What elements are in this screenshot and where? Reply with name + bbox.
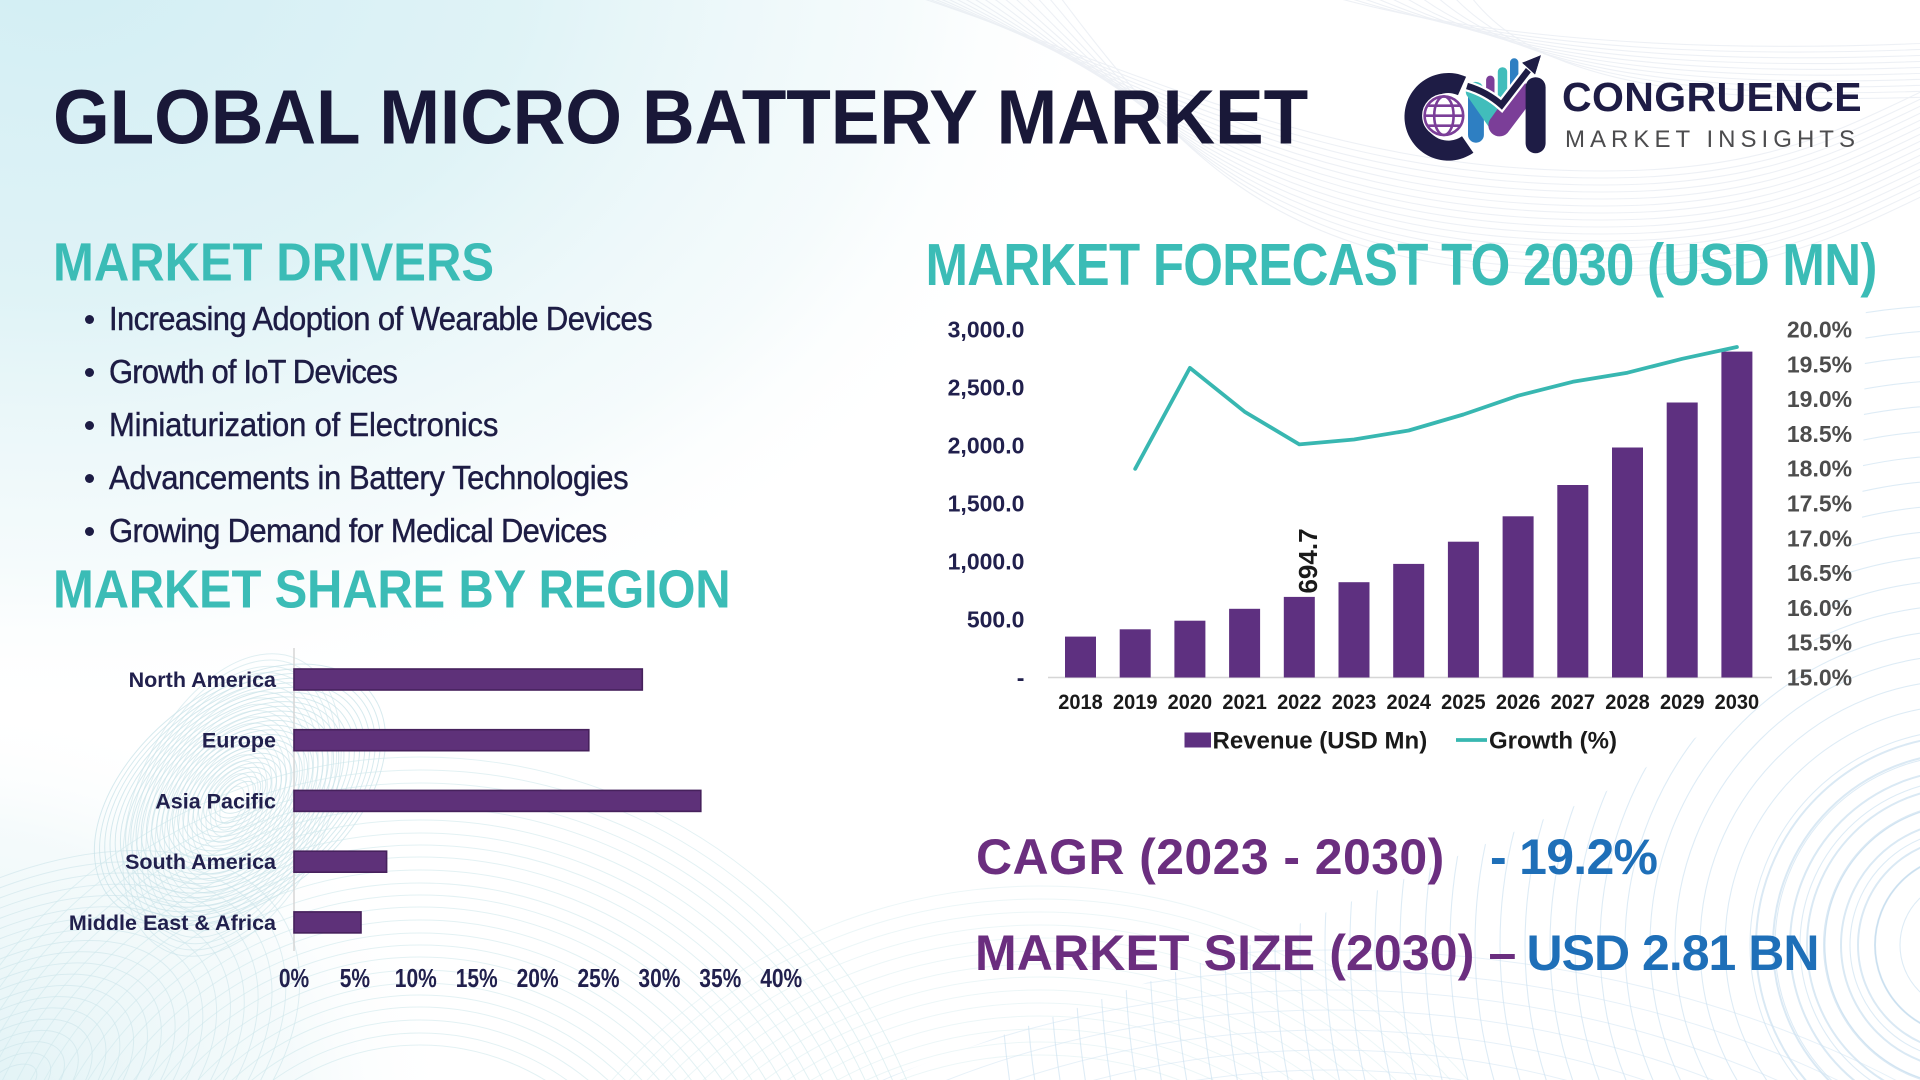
svg-text:2025: 2025 — [1441, 690, 1485, 714]
svg-text:Growth (%): Growth (%) — [1489, 727, 1617, 754]
svg-text:17.0%: 17.0% — [1787, 525, 1852, 551]
svg-text:1,500.0: 1,500.0 — [948, 491, 1025, 517]
svg-text:2023: 2023 — [1332, 690, 1376, 714]
svg-text:2030: 2030 — [1715, 690, 1759, 714]
svg-text:3,000.0: 3,000.0 — [948, 317, 1025, 343]
svg-text:1,000.0: 1,000.0 — [948, 548, 1025, 574]
svg-text:2019: 2019 — [1113, 690, 1157, 714]
svg-text:15.5%: 15.5% — [1787, 630, 1852, 656]
svg-text:2,500.0: 2,500.0 — [948, 375, 1025, 401]
svg-text:-: - — [1017, 664, 1025, 690]
svg-text:35%: 35% — [699, 964, 741, 992]
svg-text:0%: 0% — [279, 964, 309, 992]
svg-text:2024: 2024 — [1386, 690, 1431, 714]
svg-text:40%: 40% — [760, 964, 802, 992]
svg-text:2020: 2020 — [1168, 690, 1212, 714]
svg-text:2022: 2022 — [1277, 690, 1321, 714]
svg-text:18.5%: 18.5% — [1787, 421, 1852, 447]
svg-text:Asia Pacific: Asia Pacific — [155, 789, 276, 813]
svg-text:694.7: 694.7 — [1293, 528, 1323, 593]
svg-text:2,000.0: 2,000.0 — [948, 433, 1025, 459]
svg-text:30%: 30% — [638, 964, 680, 992]
svg-text:2021: 2021 — [1222, 690, 1266, 714]
svg-text:2018: 2018 — [1058, 690, 1102, 714]
svg-text:19.0%: 19.0% — [1787, 386, 1852, 412]
svg-text:25%: 25% — [577, 964, 619, 992]
svg-text:2028: 2028 — [1605, 690, 1649, 714]
svg-text:20.0%: 20.0% — [1787, 317, 1852, 343]
svg-text:18.0%: 18.0% — [1787, 456, 1852, 482]
svg-text:20%: 20% — [517, 964, 559, 992]
svg-text:South America: South America — [125, 850, 277, 874]
svg-text:15.0%: 15.0% — [1787, 664, 1852, 690]
svg-text:16.0%: 16.0% — [1787, 595, 1852, 621]
svg-text:19.5%: 19.5% — [1787, 351, 1852, 377]
svg-text:17.5%: 17.5% — [1787, 491, 1852, 517]
svg-text:5%: 5% — [340, 964, 370, 992]
svg-text:2026: 2026 — [1496, 690, 1540, 714]
svg-text:Revenue (USD Mn): Revenue (USD Mn) — [1213, 727, 1428, 754]
svg-text:Europe: Europe — [202, 729, 276, 753]
svg-text:2029: 2029 — [1660, 690, 1704, 714]
svg-text:500.0: 500.0 — [967, 606, 1025, 632]
svg-text:16.5%: 16.5% — [1787, 560, 1852, 586]
svg-text:2027: 2027 — [1551, 690, 1595, 714]
svg-text:10%: 10% — [395, 964, 437, 992]
svg-text:North America: North America — [129, 668, 277, 692]
svg-text:15%: 15% — [456, 964, 498, 992]
svg-text:Middle East & Africa: Middle East & Africa — [69, 911, 277, 935]
